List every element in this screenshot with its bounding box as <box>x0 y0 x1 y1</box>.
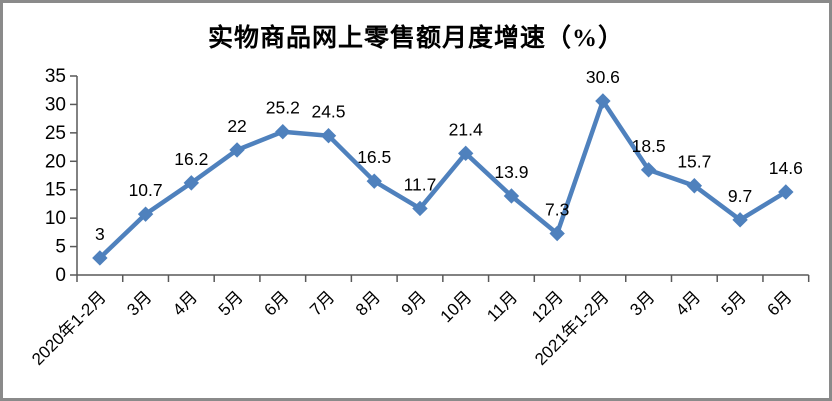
data-label: 15.7 <box>677 152 711 172</box>
x-category-label: 6月 <box>763 287 795 319</box>
data-point-marker <box>457 145 474 162</box>
x-category-label: 4月 <box>169 287 201 319</box>
y-tick-label: 10 <box>45 208 66 229</box>
data-label: 13.9 <box>494 162 528 182</box>
x-category-label: 8月 <box>352 287 384 319</box>
data-point-marker <box>183 175 200 191</box>
data-point-marker <box>320 127 337 144</box>
x-category-label: 11月 <box>483 287 521 325</box>
data-label: 25.2 <box>266 98 300 118</box>
data-label: 18.5 <box>632 136 666 156</box>
x-category-label: 5月 <box>718 287 750 319</box>
data-point-marker <box>92 250 108 266</box>
data-label: 22 <box>227 116 246 136</box>
data-label: 3 <box>95 224 105 244</box>
x-category-label: 9月 <box>398 287 430 319</box>
y-tick-label: 30 <box>45 94 66 115</box>
y-tick-label: 5 <box>55 237 66 258</box>
x-category-label: 5月 <box>215 287 247 319</box>
data-label: 21.4 <box>449 119 483 139</box>
data-label: 10.7 <box>129 180 163 200</box>
x-category-label: 4月 <box>672 287 704 319</box>
data-point-marker <box>686 178 703 194</box>
data-point-marker <box>778 184 794 200</box>
data-line <box>97 98 789 261</box>
data-point-marker <box>412 200 428 217</box>
data-point-marker <box>275 124 291 140</box>
data-label: 16.5 <box>357 147 391 167</box>
y-tick-label: 35 <box>45 66 66 87</box>
data-label: 7.3 <box>545 199 569 219</box>
data-label: 11.7 <box>404 174 437 194</box>
chart-title: 实物商品网上零售额月度增速（%） <box>207 25 624 52</box>
data-point-marker <box>366 173 382 189</box>
data-label: 16.2 <box>174 149 208 169</box>
data-point-marker <box>732 212 748 228</box>
data-point-marker <box>595 93 611 109</box>
data-label: 30.6 <box>586 67 620 87</box>
data-label: 24.5 <box>311 102 345 122</box>
x-category-label: 7月 <box>306 287 338 319</box>
chart-canvas: 0 5 10 15 20 25 30 35 2020年1-2月 3月 4月 5月 6月 7月 8月 9月 10月… <box>28 66 810 369</box>
y-tick-label: 25 <box>45 123 66 144</box>
data-point-marker <box>640 162 657 178</box>
x-category-label: 2020年1-2月 <box>28 287 110 369</box>
data-point-marker <box>229 142 245 158</box>
x-category-label: 3月 <box>626 287 658 319</box>
data-label: 9.7 <box>728 186 752 206</box>
data-point-marker <box>503 188 520 204</box>
x-category-label: 3月 <box>123 287 155 319</box>
y-tick-label: 0 <box>55 265 66 286</box>
data-point-marker <box>549 225 565 242</box>
x-category-label: 6月 <box>260 287 292 319</box>
data-label: 14.6 <box>769 158 803 178</box>
y-tick-label: 15 <box>45 180 66 201</box>
y-tick-label: 20 <box>45 151 66 172</box>
x-category-label: 10月 <box>437 287 476 326</box>
x-category-label: 12月 <box>528 287 567 326</box>
data-point-marker <box>137 206 154 222</box>
